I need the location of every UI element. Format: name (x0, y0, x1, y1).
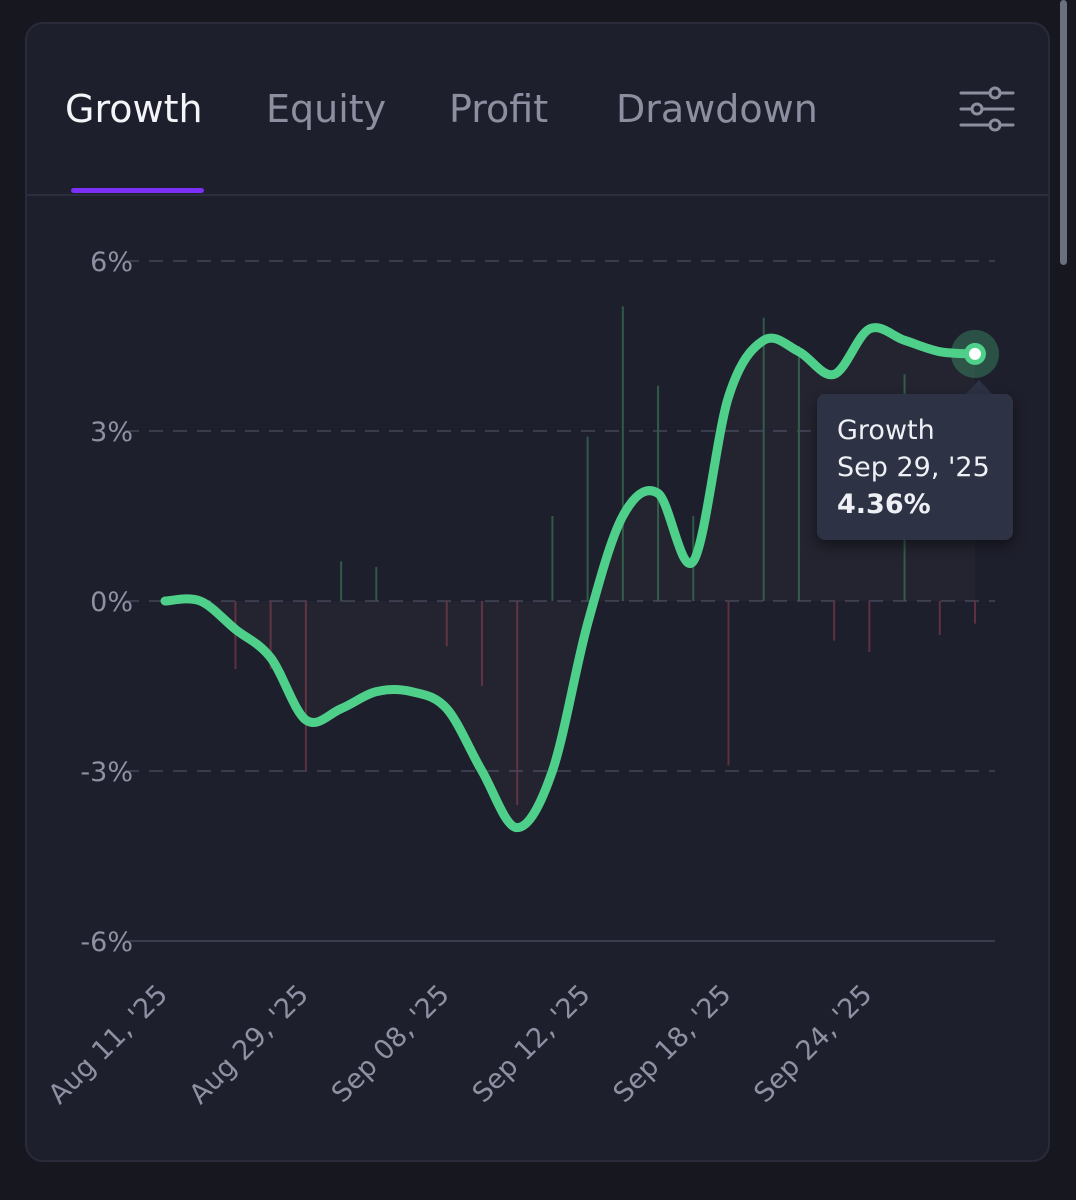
tab-profit[interactable]: Profit (449, 87, 549, 131)
tooltip-title: Growth (837, 415, 935, 446)
selected-point-center (969, 347, 981, 360)
sliders-icon[interactable] (957, 86, 1017, 132)
page-scrollbar[interactable] (1060, 0, 1067, 265)
x-tick-label: Sep 24, '25 (748, 979, 878, 1109)
tab-growth[interactable]: Growth (65, 87, 203, 131)
tab-equity[interactable]: Equity (266, 87, 387, 131)
y-tick-label: -6% (80, 927, 133, 958)
growth-chart-card: Growth Equity Profit Drawdown 6% 3% 0% -3% -… (25, 22, 1050, 1162)
tab-drawdown[interactable]: Drawdown (616, 87, 818, 131)
growth-line-chart: 6% 3% 0% -3% -6% Aug 11, '25 Aug 29, '25 Sep 08… (43, 247, 999, 1110)
y-tick-label: -3% (80, 757, 133, 788)
chart-tabs: Growth Equity Profit Drawdown (27, 24, 1048, 196)
growth-line (160, 323, 980, 833)
y-tick-label: 3% (90, 417, 133, 448)
y-tick-label: 6% (90, 247, 133, 278)
chart-tooltip: Growth Sep 29, '25 4.36% (817, 394, 1013, 540)
tooltip-arrow (965, 380, 993, 395)
tooltip-date: Sep 29, '25 (837, 452, 990, 483)
x-tick-label: Sep 12, '25 (467, 979, 597, 1109)
x-tick-label: Aug 29, '25 (184, 979, 315, 1110)
x-tick-label: Aug 11, '25 (43, 979, 174, 1110)
x-tick-label: Sep 08, '25 (326, 979, 456, 1109)
tooltip-value: 4.36% (837, 489, 931, 520)
y-tick-label: 0% (90, 587, 133, 618)
active-tab-indicator (71, 188, 204, 193)
x-tick-label: Sep 18, '25 (607, 979, 737, 1109)
